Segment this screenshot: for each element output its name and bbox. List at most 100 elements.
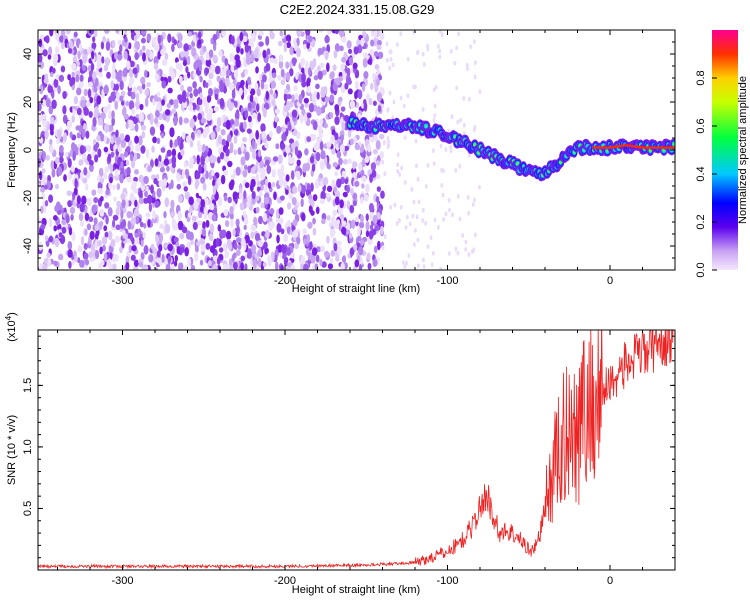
noise-blob [290,252,295,259]
noise-blob [73,95,79,105]
noise-blob [312,194,318,202]
noise-blob [397,218,401,223]
noise-blob [324,96,330,103]
noise-blob [94,154,99,163]
noise-blob [302,228,307,235]
noise-blob [296,47,301,58]
noise-blob [173,236,179,243]
noise-blob [38,103,42,112]
noise-blob [211,213,217,222]
noise-blob [138,261,144,268]
noise-blob [424,221,428,226]
noise-blob [193,200,199,210]
noise-blob [320,245,326,253]
noise-blob [142,232,147,239]
noise-blob [367,143,372,153]
noise-blob [217,134,223,145]
noise-blob [260,202,265,209]
noise-blob [310,182,314,192]
noise-blob [251,33,257,43]
noise-blob [187,86,193,93]
noise-blob [121,90,126,97]
noise-blob [198,164,202,174]
noise-blob [212,54,218,63]
noise-blob [133,188,139,194]
noise-blob [303,43,307,50]
noise-blob [235,166,241,176]
noise-blob [333,242,338,252]
noise-blob [104,30,110,34]
noise-blob [318,30,324,33]
noise-blob [268,69,273,79]
noise-blob [292,229,299,238]
noise-blob [376,68,381,75]
noise-blob [97,240,103,247]
noise-blob [133,117,139,124]
noise-blob [371,228,377,236]
noise-blob [157,51,161,60]
noise-blob [177,33,183,42]
noise-blob [251,149,257,160]
noise-blob [208,87,213,97]
noise-blob [218,247,224,253]
noise-blob [411,213,415,219]
noise-blob [69,78,74,87]
noise-blob [161,253,165,264]
noise-blob [242,210,247,218]
noise-blob [175,61,180,70]
noise-blob [88,216,94,223]
noise-blob [303,97,310,104]
noise-blob [164,223,171,234]
noise-blob [242,136,247,143]
noise-blob [377,39,382,46]
noise-blob [110,239,116,248]
noise-blob [143,175,149,185]
noise-blob [53,78,59,88]
noise-blob [250,224,257,232]
noise-blob [391,62,395,68]
noise-blob [251,100,256,109]
noise-blob [81,195,87,205]
noise-blob [381,103,385,109]
noise-blob [302,163,308,173]
noise-blob [196,154,201,165]
noise-blob [199,75,203,83]
noise-blob [84,259,90,266]
noise-blob [272,156,279,162]
noise-blob [212,185,217,196]
noise-blob [199,92,203,100]
noise-blob [358,246,364,256]
noise-blob [231,254,235,263]
noise-blob [433,113,437,119]
noise-blob [349,100,356,109]
noise-blob [51,168,56,178]
noise-blob [87,88,92,99]
noise-blob [218,50,223,57]
noise-blob [269,207,275,215]
noise-blob [334,104,340,112]
noise-blob [319,62,325,69]
noise-blob [373,51,379,57]
noise-blob [185,230,191,240]
noise-blob [408,221,412,227]
noise-blob [92,139,97,145]
noise-blob [321,218,326,225]
noise-blob [367,262,372,270]
noise-blob [264,141,269,149]
noise-blob [178,63,183,72]
noise-blob [196,140,201,148]
colorbar-gradient [712,30,738,270]
noise-blob [185,135,191,143]
noise-blob [57,85,61,95]
noise-blob [122,229,126,236]
noise-blob [173,39,178,46]
noise-blob [341,56,347,63]
noise-blob [368,202,375,212]
noise-blob [240,156,246,166]
noise-blob [432,87,436,93]
spectrogram-heatmap [38,30,675,270]
noise-blob [273,57,278,65]
bottom-x-tick-label: -100 [436,575,458,587]
noise-blob [253,49,259,59]
noise-blob [57,166,63,176]
